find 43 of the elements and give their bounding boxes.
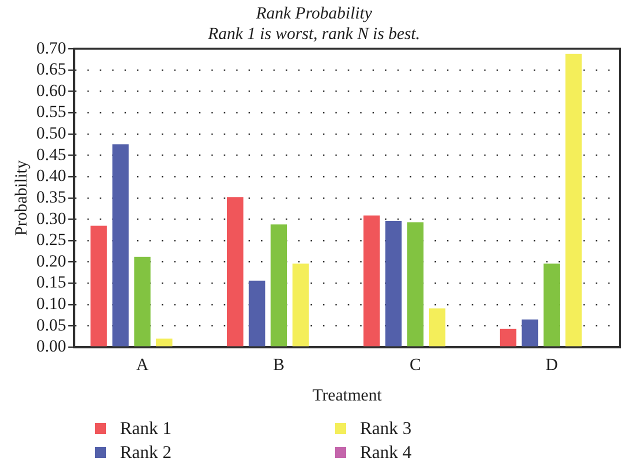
bar — [226, 197, 244, 346]
y-tick-label: 0.35 — [36, 187, 66, 206]
y-tick-label: 0.05 — [36, 315, 66, 334]
bar — [522, 319, 538, 346]
bar — [565, 54, 582, 346]
x-tick-label: D — [546, 354, 558, 374]
x-tick-label: B — [273, 354, 285, 374]
bar — [248, 280, 266, 346]
bar — [90, 226, 107, 346]
legend-label: Rank 3 — [360, 418, 412, 438]
y-tick-label: 0.50 — [36, 124, 66, 143]
bar — [544, 264, 560, 346]
legend-label: Rank 1 — [120, 418, 172, 438]
bar — [134, 256, 151, 346]
y-tick-label: 0.30 — [36, 208, 66, 228]
y-tick-label: 0.20 — [36, 251, 66, 270]
x-tick-label: A — [136, 354, 150, 374]
y-tick-label: 0.55 — [36, 102, 66, 122]
y-axis-title: Probability — [12, 160, 31, 236]
x-axis-title: Treatment — [312, 385, 382, 404]
legend-label: Rank 2 — [120, 442, 172, 462]
bar — [428, 308, 446, 346]
y-tick-label: 0.10 — [36, 294, 66, 314]
chart-title: Rank Probability — [255, 4, 372, 23]
y-tick-label: 0.70 — [36, 38, 66, 58]
chart-subtitle: Rank 1 is worst, rank N is best. — [206, 24, 420, 44]
bar — [156, 338, 172, 346]
bar — [500, 328, 516, 346]
x-tick-label: C — [410, 354, 421, 374]
y-tick-label: 0.25 — [36, 230, 66, 250]
y-tick-label: 0.60 — [36, 80, 66, 100]
bar — [270, 224, 288, 346]
y-tick-label: 0.45 — [36, 144, 66, 164]
bar — [407, 222, 424, 346]
bar — [363, 215, 380, 346]
y-tick-label: 0.40 — [36, 166, 66, 186]
y-tick-label: 0.00 — [36, 336, 66, 356]
bar — [385, 221, 402, 346]
legend-label: Rank 4 — [360, 442, 412, 462]
bar — [112, 144, 129, 346]
bar — [292, 264, 309, 346]
y-tick-label: 0.65 — [36, 60, 66, 79]
y-tick-label: 0.15 — [36, 272, 66, 292]
